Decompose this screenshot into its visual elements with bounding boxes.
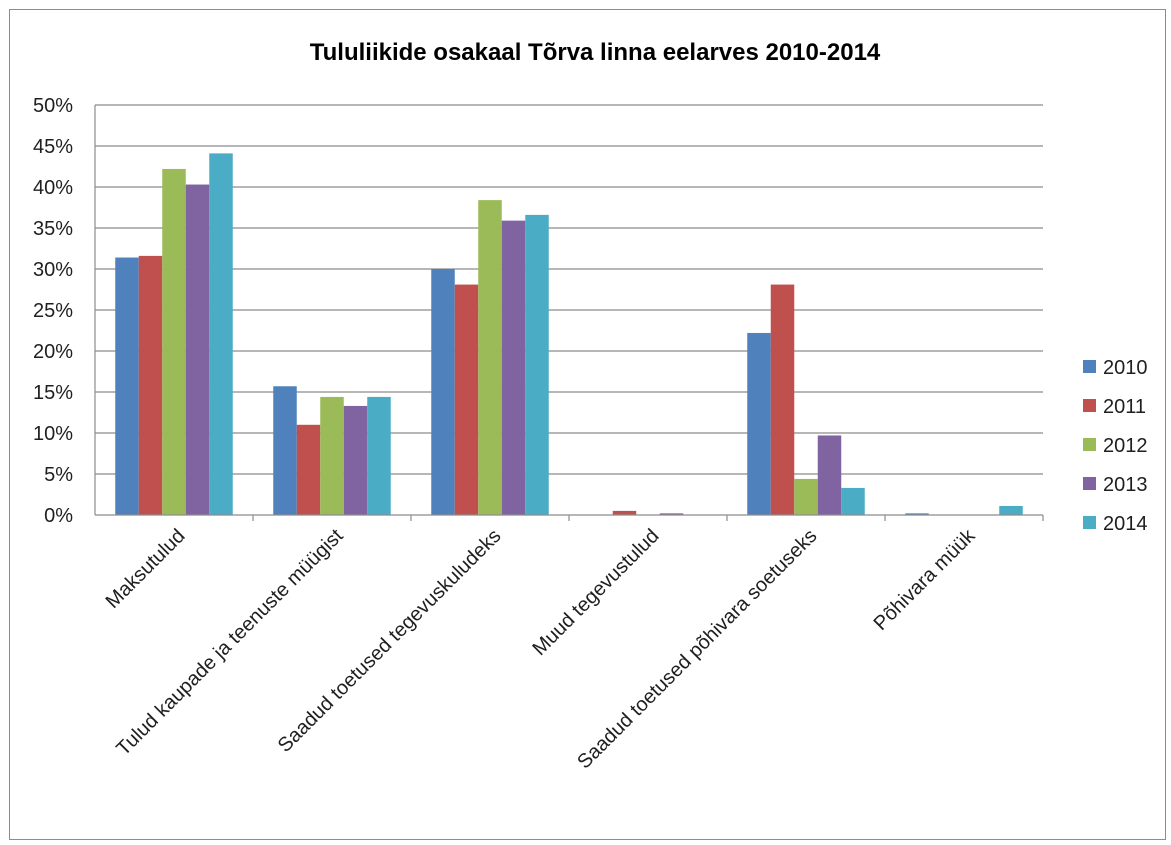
bar	[209, 153, 233, 515]
legend: 2010 2011 2012 2013 2014	[1083, 357, 1148, 535]
x-tick-label: Põhivara müük	[870, 524, 981, 635]
legend-swatch	[1083, 399, 1096, 412]
bar	[431, 269, 455, 515]
legend-swatch	[1083, 477, 1096, 490]
legend-swatch	[1083, 516, 1096, 529]
bar	[367, 396, 391, 515]
y-tick-label: 25%	[33, 300, 73, 322]
y-tick-label: 30%	[33, 259, 73, 281]
bar	[320, 396, 344, 515]
bar	[501, 220, 526, 515]
y-tick-label: 0%	[44, 505, 73, 527]
bar	[905, 513, 929, 515]
bar	[817, 435, 842, 515]
y-tick-label: 15%	[33, 382, 73, 404]
bar	[659, 513, 684, 515]
bar	[525, 214, 549, 515]
x-tick-label: Maksutulud	[102, 525, 190, 613]
bar	[138, 255, 163, 515]
bar	[999, 505, 1023, 515]
bars	[115, 153, 1023, 516]
bar	[612, 510, 637, 515]
bar	[841, 487, 865, 515]
bar	[343, 405, 368, 515]
legend-label: 2010	[1103, 357, 1148, 379]
bar	[185, 184, 210, 516]
bar	[454, 284, 479, 515]
chart-title: Tululiikide osakaal Tõrva linna eelarves…	[310, 39, 881, 66]
bar	[162, 168, 186, 515]
bar	[478, 200, 502, 515]
x-tick-label: Muud tegevustulud	[528, 525, 663, 660]
bar	[296, 424, 321, 515]
y-tick-label: 50%	[33, 95, 73, 117]
y-tick-label: 45%	[33, 136, 73, 158]
y-tick-label: 40%	[33, 177, 73, 199]
legend-swatch	[1083, 360, 1096, 373]
legend-label: 2014	[1103, 513, 1148, 535]
legend-label: 2011	[1103, 396, 1146, 418]
legend-swatch	[1083, 438, 1096, 451]
y-tick-label: 10%	[33, 423, 73, 445]
bar	[273, 386, 297, 515]
y-tick-label: 35%	[33, 218, 73, 240]
bar	[115, 257, 139, 515]
y-tick-label: 20%	[33, 341, 73, 363]
legend-label: 2013	[1103, 474, 1148, 496]
y-tick-label: 5%	[44, 464, 73, 486]
legend-label: 2012	[1103, 435, 1148, 457]
bar	[770, 284, 795, 515]
gridlines	[95, 104, 1043, 475]
bar	[747, 332, 771, 515]
bar	[794, 478, 818, 515]
